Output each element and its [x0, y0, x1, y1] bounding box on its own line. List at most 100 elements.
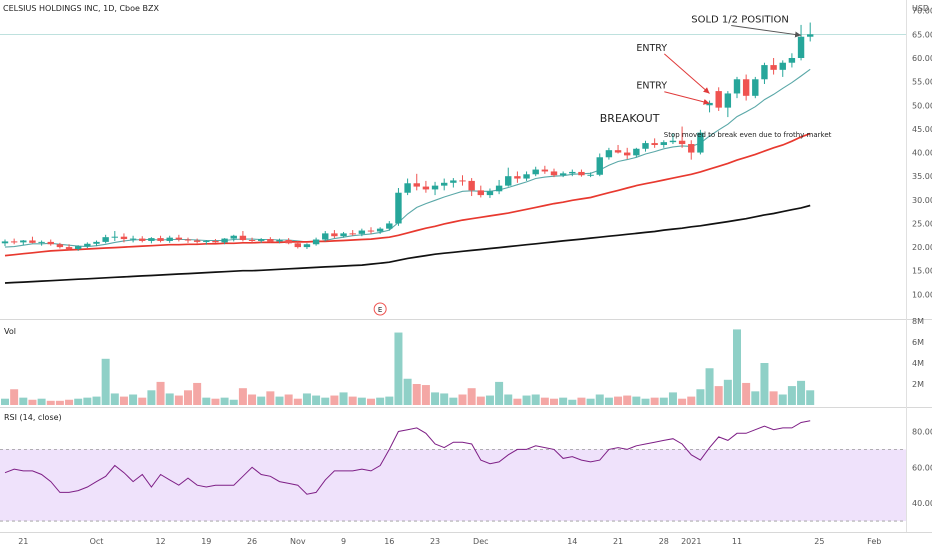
volume-bar[interactable]	[431, 392, 440, 405]
candle-body[interactable]	[358, 230, 366, 234]
volume-bar[interactable]	[412, 384, 421, 405]
volume-bar[interactable]	[37, 398, 46, 405]
candle-body[interactable]	[349, 233, 356, 235]
candle-body[interactable]	[294, 243, 301, 248]
volume-bar[interactable]	[614, 396, 623, 405]
volume-bar[interactable]	[440, 393, 449, 405]
candle-body[interactable]	[1, 241, 9, 244]
candle-body[interactable]	[477, 190, 484, 196]
volume-bar[interactable]	[119, 396, 128, 405]
candle-body[interactable]	[367, 230, 375, 232]
candle-body[interactable]	[788, 58, 796, 63]
candle-body[interactable]	[239, 235, 247, 240]
candle-body[interactable]	[807, 34, 814, 37]
candle-body[interactable]	[587, 174, 594, 176]
volume-bar[interactable]	[357, 397, 366, 405]
volume-bar[interactable]	[504, 394, 513, 406]
candle-body[interactable]	[56, 244, 64, 248]
volume-bar[interactable]	[165, 393, 174, 405]
volume-bar[interactable]	[540, 397, 549, 405]
volume-bar[interactable]	[586, 398, 595, 405]
candle-body[interactable]	[697, 132, 704, 153]
volume-bar[interactable]	[476, 396, 485, 405]
volume-bar[interactable]	[367, 398, 375, 405]
candle-body[interactable]	[715, 91, 722, 108]
candle-body[interactable]	[450, 180, 457, 183]
volume-bar[interactable]	[193, 382, 202, 405]
candle-body[interactable]	[322, 233, 329, 240]
candle-body[interactable]	[660, 142, 667, 145]
volume-bar[interactable]	[229, 399, 238, 405]
volume-bar[interactable]	[275, 396, 284, 405]
candle-body[interactable]	[248, 240, 256, 241]
candle-body[interactable]	[431, 185, 439, 190]
volume-bar[interactable]	[138, 397, 147, 405]
volume-bar[interactable]	[348, 396, 357, 405]
candle-body[interactable]	[578, 171, 585, 176]
volume-bar[interactable]	[696, 389, 705, 405]
volume-bar[interactable]	[129, 394, 138, 406]
volume-bar[interactable]	[714, 386, 723, 405]
volume-bar[interactable]	[659, 397, 668, 405]
candle-body[interactable]	[148, 238, 155, 241]
candle-body[interactable]	[797, 36, 805, 58]
candle-body[interactable]	[459, 180, 466, 182]
candle-body[interactable]	[75, 246, 82, 249]
volume-bar[interactable]	[485, 395, 494, 405]
volume-bar[interactable]	[623, 395, 632, 405]
candle-body[interactable]	[47, 241, 54, 245]
candle-body[interactable]	[203, 240, 210, 242]
volume-bar[interactable]	[220, 397, 229, 405]
volume-bar[interactable]	[760, 363, 769, 405]
volume-bar[interactable]	[19, 397, 28, 405]
candle-body[interactable]	[129, 238, 137, 240]
candle-body[interactable]	[651, 143, 658, 145]
volume-bar[interactable]	[394, 332, 403, 405]
volume-bar[interactable]	[495, 381, 504, 405]
candle-body[interactable]	[312, 239, 320, 245]
volume-bar[interactable]	[1, 398, 9, 405]
candle-body[interactable]	[212, 240, 219, 243]
volume-bar[interactable]	[174, 395, 183, 405]
candle-body[interactable]	[84, 243, 91, 247]
candle-body[interactable]	[441, 182, 448, 186]
volume-bar[interactable]	[238, 388, 247, 405]
volume-bar[interactable]	[83, 397, 92, 405]
volume-bar[interactable]	[147, 390, 156, 405]
candle-body[interactable]	[285, 240, 292, 244]
volume-bar[interactable]	[733, 329, 741, 405]
volume-bar[interactable]	[650, 397, 659, 405]
volume-bar[interactable]	[302, 393, 311, 405]
candle-body[interactable]	[111, 236, 118, 238]
volume-bar[interactable]	[641, 398, 650, 405]
candle-body[interactable]	[166, 237, 173, 241]
candle-body[interactable]	[523, 174, 530, 179]
candle-body[interactable]	[624, 152, 631, 156]
volume-bar[interactable]	[330, 395, 339, 405]
volume-bar[interactable]	[577, 397, 586, 405]
candle-body[interactable]	[376, 228, 384, 232]
volume-bar[interactable]	[92, 396, 101, 405]
volume-bar[interactable]	[293, 398, 302, 405]
candle-body[interactable]	[742, 79, 750, 96]
volume-bar[interactable]	[376, 397, 385, 405]
candle-body[interactable]	[559, 173, 567, 176]
volume-bar[interactable]	[678, 398, 687, 405]
candle-body[interactable]	[724, 93, 732, 108]
candle-body[interactable]	[230, 235, 237, 239]
candle-body[interactable]	[340, 233, 347, 237]
volume-bar[interactable]	[595, 394, 604, 406]
candle-body[interactable]	[120, 236, 128, 240]
candle-body[interactable]	[569, 171, 576, 174]
volume-bar[interactable]	[513, 398, 522, 405]
candle-body[interactable]	[779, 62, 786, 70]
volume-bar[interactable]	[568, 399, 577, 405]
volume-bar[interactable]	[687, 396, 696, 405]
volume-bar[interactable]	[385, 396, 394, 405]
volume-bar[interactable]	[101, 358, 110, 405]
candle-body[interactable]	[505, 176, 512, 186]
candle-body[interactable]	[65, 247, 73, 249]
volume-bar[interactable]	[806, 390, 815, 405]
volume-bar[interactable]	[668, 392, 677, 405]
candle-body[interactable]	[175, 237, 183, 240]
